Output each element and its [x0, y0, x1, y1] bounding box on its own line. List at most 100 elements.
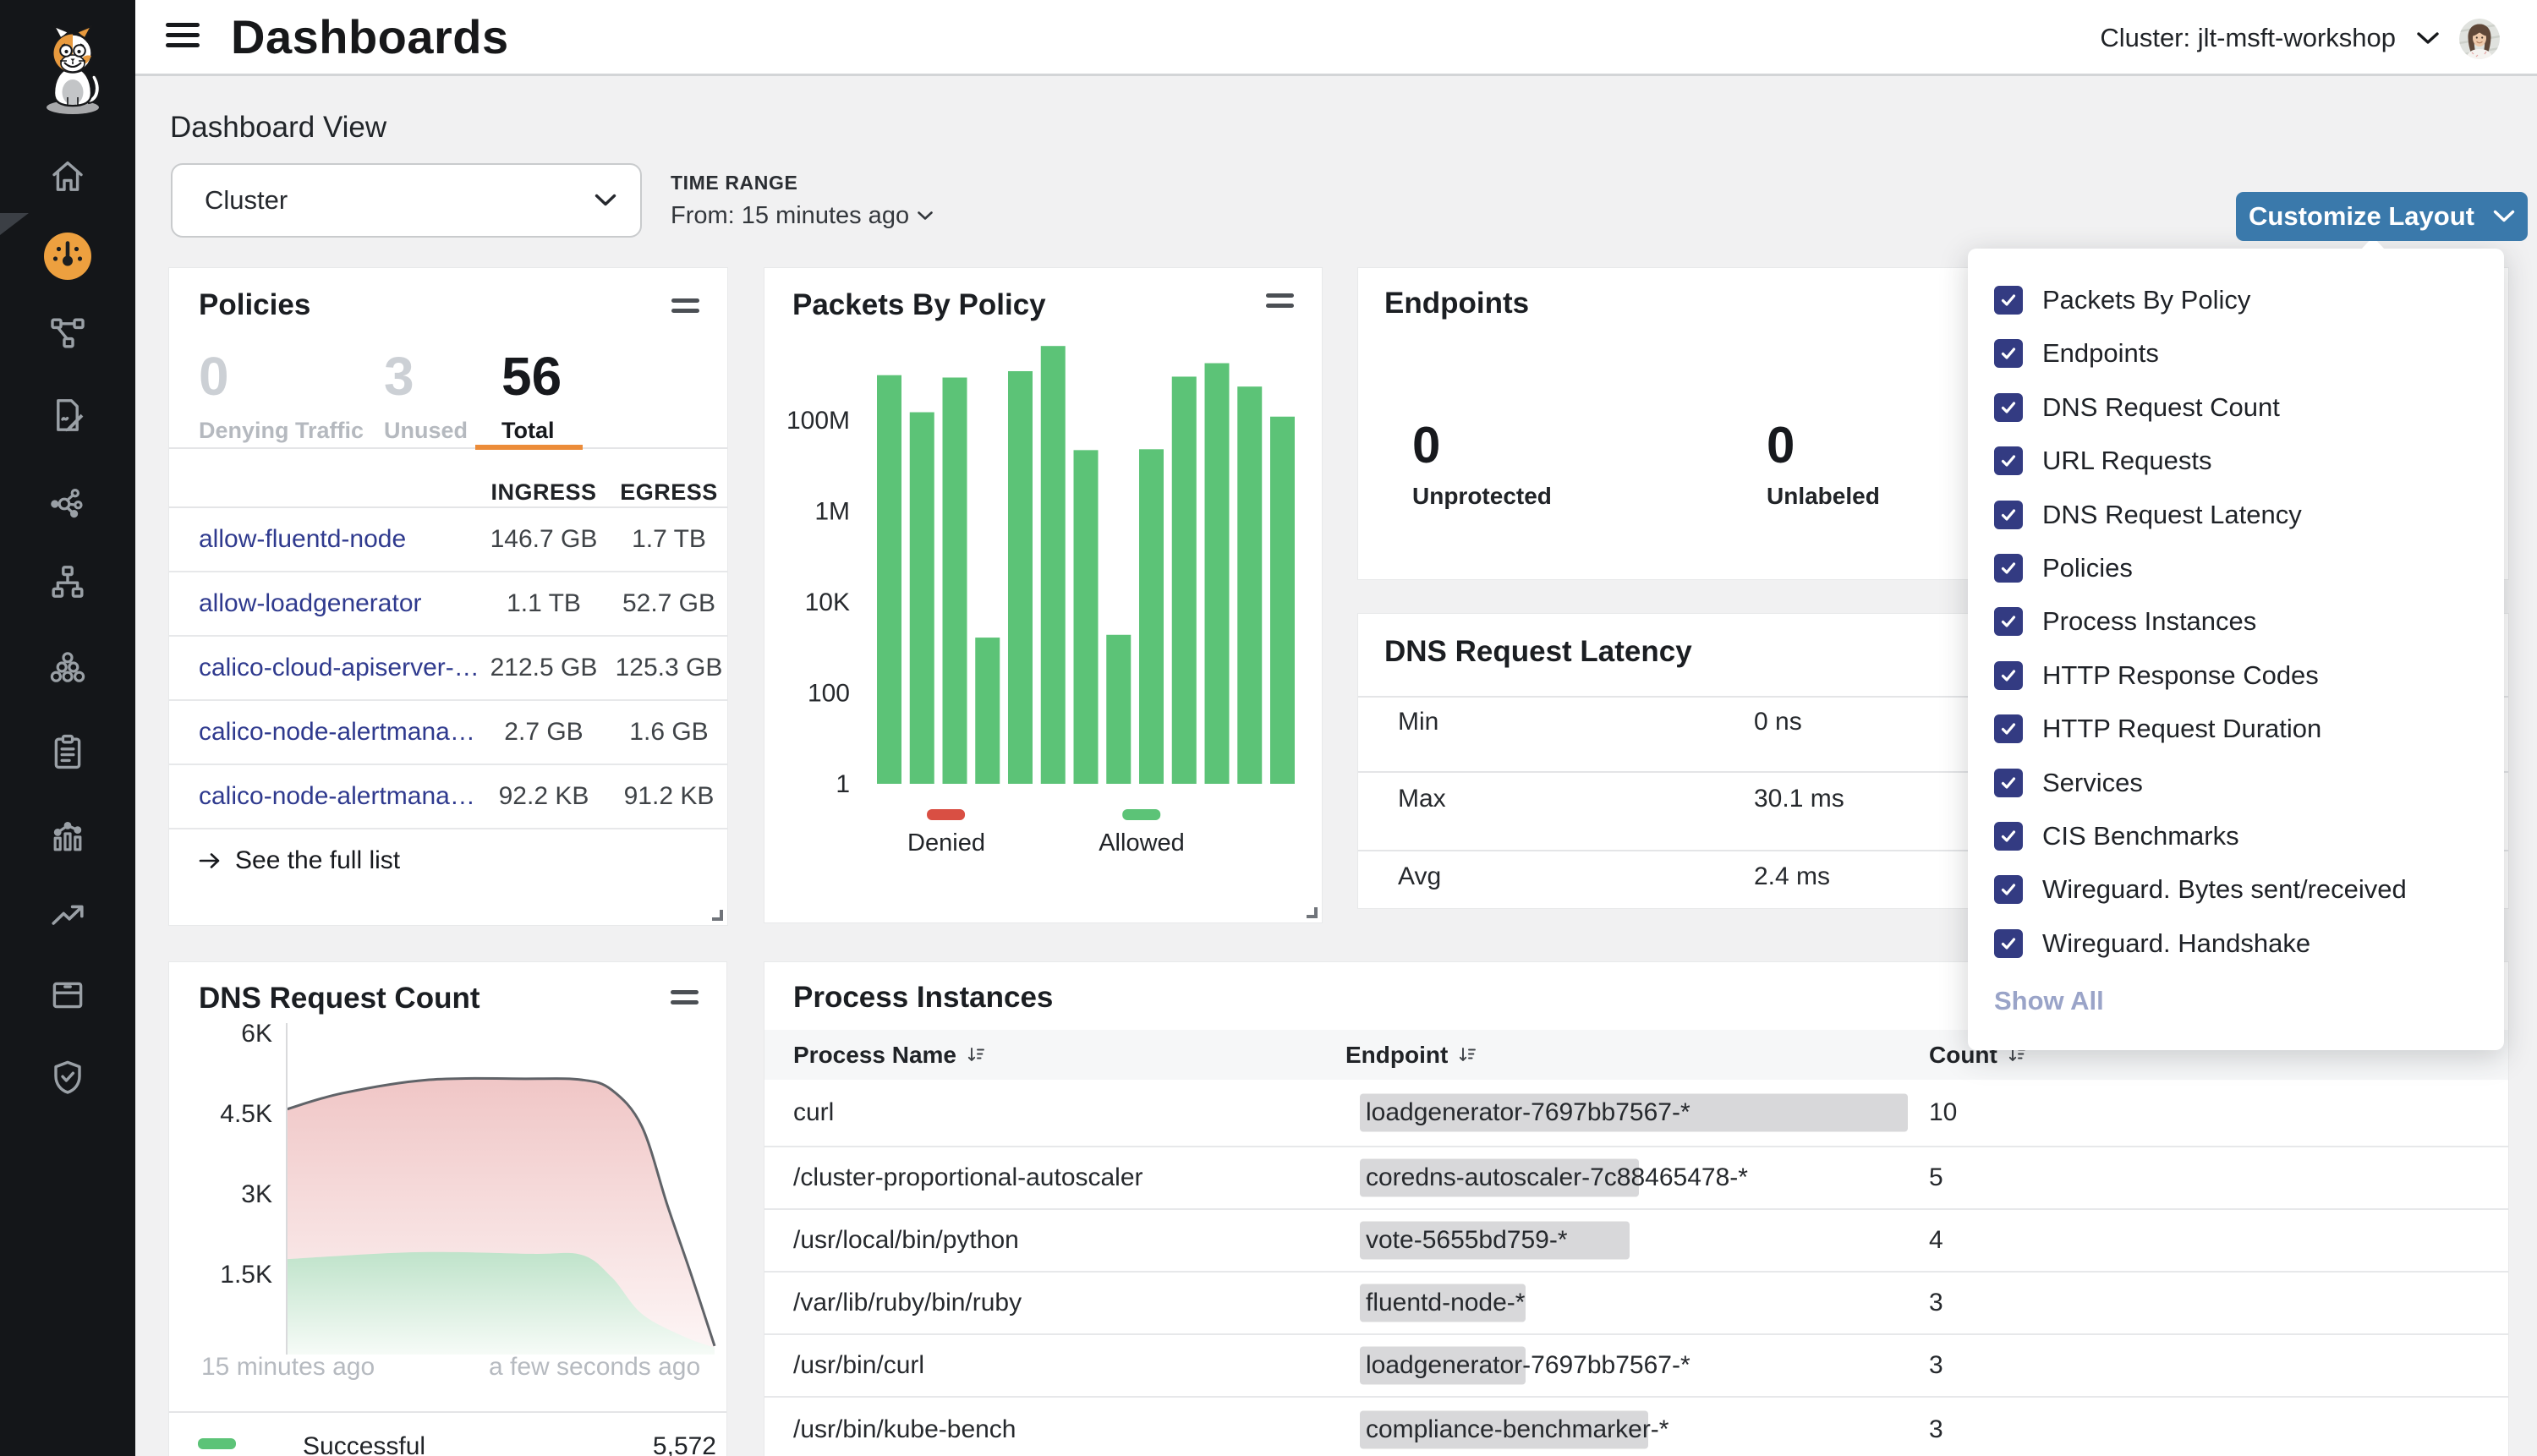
policy-ingress-value: 92.2 KB — [498, 782, 589, 810]
checkbox-checked-icon[interactable] — [1994, 660, 2023, 690]
policies-stat-tab-total[interactable]: 56 Total — [501, 349, 562, 444]
x-label-start: 15 minutes ago — [201, 1353, 375, 1381]
policy-ingress-value: 2.7 GB — [504, 718, 584, 746]
hamburger-menu-icon[interactable] — [166, 23, 200, 52]
menu-item-packets-by-policy[interactable]: Packets By Policy — [1994, 283, 2250, 317]
allowed-packets-bar — [1040, 346, 1066, 785]
policy-name-link[interactable]: calico-node-alertmana… — [199, 718, 475, 746]
activity-chart-icon[interactable] — [47, 815, 88, 856]
resize-handle-icon[interactable] — [1307, 907, 1318, 918]
count-cell: 4 — [1929, 1226, 1943, 1254]
checkbox-checked-icon[interactable] — [1994, 286, 2023, 315]
show-all-link[interactable]: Show All — [1994, 986, 2104, 1015]
allowed-packets-bar — [1139, 449, 1164, 784]
customize-layout-button[interactable]: Customize Layout — [2236, 192, 2528, 241]
menu-item-label: DNS Request Latency — [2042, 499, 2302, 529]
chevron-down-icon — [2493, 210, 2515, 222]
min-value: 0 ns — [1754, 708, 1802, 736]
checkbox-checked-icon[interactable] — [1994, 928, 2023, 958]
policies-table-header: INGRESS EGRESS — [169, 469, 727, 506]
policy-egress-value: 52.7 GB — [622, 589, 716, 617]
threat-shield-icon[interactable] — [47, 1057, 88, 1097]
time-range-value[interactable]: From: 15 minutes ago — [671, 202, 933, 230]
packets-card-title: Packets By Policy — [792, 288, 1046, 321]
menu-item-endpoints[interactable]: Endpoints — [1994, 337, 2159, 370]
endpoints-cluster-icon[interactable] — [47, 647, 88, 687]
trend-arrow-icon[interactable] — [47, 895, 88, 935]
policy-name-link[interactable]: allow-loadgenerator — [199, 589, 422, 617]
calico-cat-logo[interactable] — [43, 24, 102, 115]
policy-name-link[interactable]: calico-cloud-apiserver-… — [199, 654, 479, 681]
checkbox-checked-icon[interactable] — [1994, 500, 2023, 529]
resize-handle-icon[interactable] — [712, 910, 723, 921]
menu-item-dns-request-count[interactable]: DNS Request Count — [1994, 391, 2280, 424]
top-bar: Dashboards Cluster: jlt-msft-workshop — [135, 0, 2537, 76]
checkbox-checked-icon[interactable] — [1994, 822, 2023, 851]
endpoint-cell: loadgenerator-7697bb7567-* — [1366, 1098, 1690, 1126]
checkbox-checked-icon[interactable] — [1994, 768, 2023, 797]
checkbox-checked-icon[interactable] — [1994, 607, 2023, 637]
unlabeled-value: 0 — [1767, 417, 1795, 473]
service-graph-icon[interactable] — [47, 312, 88, 353]
menu-item-label: Policies — [2042, 553, 2133, 583]
drag-handle-icon[interactable] — [671, 990, 699, 1010]
checkbox-checked-icon[interactable] — [1994, 392, 2023, 422]
allowed-packets-bar — [1106, 634, 1132, 784]
compliance-clipboard-icon[interactable] — [47, 731, 88, 772]
count-cell: 10 — [1929, 1098, 1958, 1126]
stat-label: Denying Traffic — [199, 418, 364, 443]
policy-name-link[interactable]: allow-fluentd-node — [199, 525, 407, 553]
network-tree-icon[interactable] — [47, 561, 88, 602]
total-dns-line — [286, 1076, 716, 1347]
menu-item-services[interactable]: Services — [1994, 766, 2143, 800]
process-name-cell: /cluster-proportional-autoscaler — [793, 1163, 1143, 1191]
menu-item-http-request-duration[interactable]: HTTP Request Duration — [1994, 712, 2321, 746]
menu-item-policies[interactable]: Policies — [1994, 551, 2133, 585]
menu-item-process-instances[interactable]: Process Instances — [1994, 605, 2256, 638]
menu-item-url-requests[interactable]: URL Requests — [1994, 444, 2211, 478]
cluster-switcher[interactable]: Cluster: jlt-msft-workshop — [2100, 0, 2440, 76]
y-tick-label: 1M — [814, 498, 850, 526]
policies-stat-tab-denying-traffic[interactable]: 0 Denying Traffic — [199, 349, 364, 444]
menu-item-cis-benchmarks[interactable]: CIS Benchmarks — [1994, 819, 2239, 853]
image-assurance-box-icon[interactable] — [47, 975, 88, 1015]
user-avatar[interactable] — [2459, 19, 2500, 59]
checkbox-checked-icon[interactable] — [1994, 554, 2023, 583]
checkbox-checked-icon[interactable] — [1994, 339, 2023, 369]
policies-stats: 0 Denying Traffic 3 Unused 56 Total — [169, 349, 727, 447]
menu-item-label: Packets By Policy — [2042, 285, 2251, 315]
see-full-list-link[interactable]: See the full list — [199, 846, 400, 875]
process-name-column-header[interactable]: Process Name — [793, 1042, 985, 1069]
policies-stat-tab-unused[interactable]: 3 Unused — [384, 349, 468, 444]
y-tick-label: 10K — [805, 588, 850, 616]
process-name-cell: /var/lib/ruby/bin/ruby — [793, 1289, 1022, 1316]
policies-table-row: calico-node-alertmana… 2.7 GB 1.6 GB — [169, 701, 727, 765]
checkbox-checked-icon[interactable] — [1994, 875, 2023, 905]
menu-item-wireguard-bytes-sent-received[interactable]: Wireguard. Bytes sent/received — [1994, 873, 2407, 906]
menu-item-wireguard-handshake[interactable]: Wireguard. Handshake — [1994, 927, 2310, 961]
endpoint-highlight-pill — [1360, 1158, 1639, 1197]
dashboard-gauge-icon[interactable] — [44, 233, 91, 280]
drag-handle-icon[interactable] — [1266, 293, 1294, 314]
drag-handle-icon[interactable] — [671, 298, 699, 319]
endpoint-column-header[interactable]: Endpoint — [1345, 1042, 1477, 1069]
checkbox-checked-icon[interactable] — [1994, 446, 2023, 476]
policy-name-link[interactable]: calico-node-alertmana… — [199, 782, 475, 810]
policies-document-icon[interactable] — [47, 395, 88, 435]
process-table-row: /cluster-proportional-autoscaler coredns-… — [764, 1147, 2508, 1210]
home-icon[interactable] — [47, 156, 88, 197]
dashboard-view-select[interactable]: Cluster — [171, 163, 642, 238]
policies-table-row: calico-node-alertmana… 92.2 KB 91.2 KB — [169, 765, 727, 829]
menu-item-dns-request-latency[interactable]: DNS Request Latency — [1994, 498, 2302, 532]
process-name-cell: curl — [793, 1098, 835, 1126]
checkbox-checked-icon[interactable] — [1994, 714, 2023, 744]
process-name-cell: /usr/bin/curl — [793, 1351, 925, 1379]
process-name-header-label: Process Name — [793, 1041, 957, 1068]
nodes-scatter-icon[interactable] — [47, 482, 88, 523]
endpoints-card-title: Endpoints — [1384, 287, 1530, 320]
successful-dns-area — [287, 1251, 715, 1355]
menu-item-http-response-codes[interactable]: HTTP Response Codes — [1994, 659, 2319, 692]
process-table-body: curl loadgenerator-7697bb7567-* 10/cluster… — [764, 1080, 2508, 1456]
time-range-label: TIME RANGE — [671, 172, 798, 194]
divider — [169, 447, 727, 449]
